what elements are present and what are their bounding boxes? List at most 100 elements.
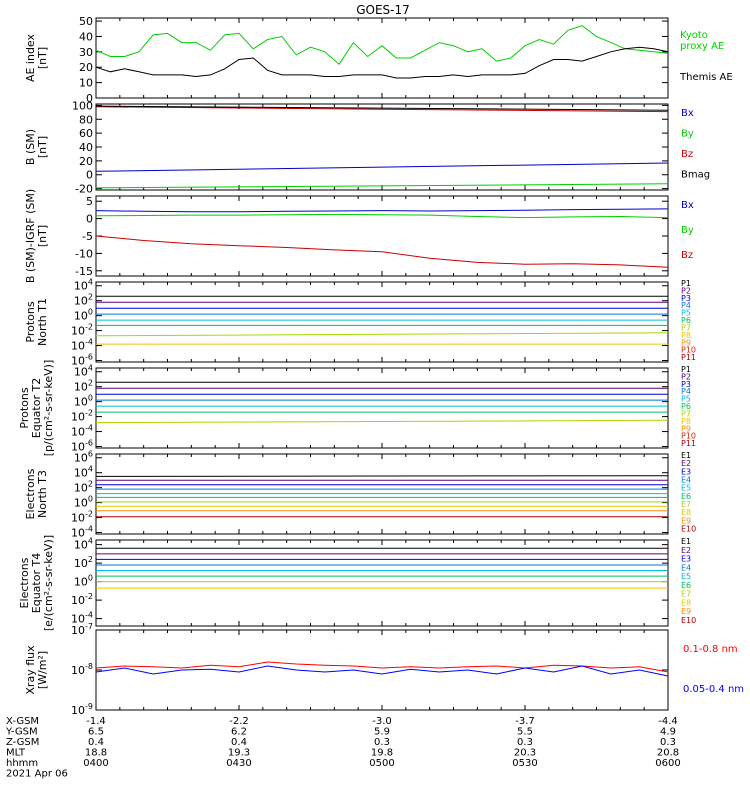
legend-label: E1 bbox=[681, 537, 691, 546]
legend-label: P6 bbox=[681, 402, 691, 411]
footer-row-label: Z-GSM bbox=[6, 737, 39, 748]
tick-exponent: 4 bbox=[88, 364, 93, 373]
footer-value: -1.4 bbox=[86, 716, 106, 727]
legend-label: P2 bbox=[681, 286, 691, 295]
tick-mantissa: 10 bbox=[74, 576, 88, 589]
legend-label: E10 bbox=[681, 616, 696, 625]
legend-label: P1 bbox=[681, 365, 691, 374]
tick-exponent: -8 bbox=[85, 662, 93, 671]
tick-exponent: -4 bbox=[85, 611, 93, 620]
y-tick-label: 104 bbox=[74, 278, 93, 293]
y-axis-label: Protons bbox=[18, 387, 31, 428]
footer-value: 20.3 bbox=[514, 748, 536, 759]
footer-value: 0600 bbox=[655, 758, 680, 769]
footer-value: 18.8 bbox=[85, 748, 107, 759]
y-tick-label: 100 bbox=[74, 394, 93, 409]
series-line-p7 bbox=[95, 419, 669, 424]
tick-mantissa: 10 bbox=[71, 527, 85, 540]
y-tick-label: 20 bbox=[79, 61, 93, 74]
tick-exponent: -4 bbox=[85, 424, 93, 433]
panel-frame bbox=[95, 17, 669, 99]
legend-label: Themis AE bbox=[679, 72, 733, 83]
footer-value: 0430 bbox=[226, 758, 251, 769]
series-line-0-05-0-4-nm bbox=[95, 665, 669, 677]
y-tick-label: 102 bbox=[74, 555, 93, 570]
y-tick-label: 102 bbox=[74, 480, 93, 495]
y-axis-label: [nT] bbox=[36, 136, 49, 158]
legend-label: E5 bbox=[681, 484, 691, 493]
tick-mantissa: 10 bbox=[74, 482, 88, 495]
y-tick-label: 100 bbox=[74, 495, 93, 510]
series-line-bz bbox=[95, 106, 669, 113]
y-axis-label: North T1 bbox=[36, 298, 49, 346]
tick-mantissa: 10 bbox=[74, 557, 88, 570]
footer-value: 0.4 bbox=[88, 737, 104, 748]
legend-label: P8 bbox=[681, 417, 691, 426]
legend-label: E3 bbox=[681, 555, 691, 564]
footer-date: 2021 Apr 06 bbox=[6, 769, 68, 780]
legend-label: E6 bbox=[681, 581, 691, 590]
y-tick-label: 100 bbox=[72, 99, 93, 112]
legend-label: E7 bbox=[681, 500, 691, 509]
legend-label: P8 bbox=[681, 331, 691, 340]
y-tick-label: 10-9 bbox=[71, 702, 93, 717]
series-line-kyoto-proxy-ae bbox=[95, 25, 669, 65]
tick-exponent: 4 bbox=[88, 537, 93, 546]
tick-exponent: -4 bbox=[85, 338, 93, 347]
tick-mantissa: 10 bbox=[74, 539, 88, 552]
tick-mantissa: 10 bbox=[74, 366, 88, 379]
tick-exponent: 2 bbox=[88, 379, 93, 388]
tick-exponent: -6 bbox=[85, 439, 93, 448]
footer-row-label: Y-GSM bbox=[5, 727, 38, 738]
footer-value: 0530 bbox=[512, 758, 537, 769]
footer-value: 0400 bbox=[83, 758, 108, 769]
footer-row-label: MLT bbox=[6, 748, 26, 759]
footer-value: 0.3 bbox=[517, 737, 533, 748]
tick-exponent: 2 bbox=[88, 293, 93, 302]
y-tick-label: 10-2 bbox=[71, 323, 93, 338]
legend-label: E7 bbox=[681, 590, 691, 599]
legend-label: P7 bbox=[681, 323, 691, 332]
y-tick-label: 102 bbox=[74, 379, 93, 394]
legend-label: 0.1-0.8 nm bbox=[683, 644, 738, 655]
legend-label: P7 bbox=[681, 409, 691, 418]
y-tick-label: 30 bbox=[79, 46, 93, 59]
tick-exponent: -2 bbox=[85, 409, 93, 418]
footer-value: 0500 bbox=[369, 758, 394, 769]
y-tick-label: 5 bbox=[86, 195, 93, 208]
legend-label: E2 bbox=[681, 546, 691, 555]
footer-value: 19.3 bbox=[228, 748, 250, 759]
legend-label: Bz bbox=[681, 250, 693, 261]
tick-exponent: 2 bbox=[88, 555, 93, 564]
y-tick-label: 100 bbox=[74, 574, 93, 589]
orbit-footer: X-GSM -1.4 -2.2 -3.0 -3.7 -4.4 Y-GSM 6.5 6.2 5.9 5… bbox=[5, 716, 681, 780]
footer-value: 20.8 bbox=[657, 748, 679, 759]
y-axis-label: [e/(cm²-s-sr-keV)] bbox=[42, 535, 55, 631]
y-axis-label: B (SM)-IGRF (SM) bbox=[24, 189, 37, 283]
tick-mantissa: 10 bbox=[71, 704, 85, 717]
tick-exponent: 0 bbox=[88, 394, 93, 403]
tick-mantissa: 10 bbox=[71, 624, 85, 637]
legend-label: P3 bbox=[681, 294, 691, 303]
y-axis-label: Equator T4 bbox=[30, 553, 43, 613]
y-tick-label: -10 bbox=[75, 247, 93, 260]
tick-exponent: 0 bbox=[88, 308, 93, 317]
y-axis-label: North T3 bbox=[36, 470, 49, 518]
y-axis-label: Protons bbox=[24, 301, 37, 342]
y-tick-label: 10 bbox=[79, 77, 93, 90]
footer-value: 5.5 bbox=[517, 727, 533, 738]
tick-exponent: 0 bbox=[88, 495, 93, 504]
tick-exponent: 4 bbox=[88, 465, 93, 474]
y-tick-label: 10-2 bbox=[71, 510, 93, 525]
footer-value: -4.4 bbox=[658, 716, 678, 727]
y-tick-label: 10-4 bbox=[71, 424, 93, 439]
y-tick-label: -15 bbox=[75, 265, 93, 278]
y-axis-label: Electrons bbox=[18, 557, 31, 608]
y-tick-label: 102 bbox=[74, 293, 93, 308]
y-tick-label: 40 bbox=[79, 30, 93, 43]
legend-label: Bx bbox=[681, 108, 694, 119]
